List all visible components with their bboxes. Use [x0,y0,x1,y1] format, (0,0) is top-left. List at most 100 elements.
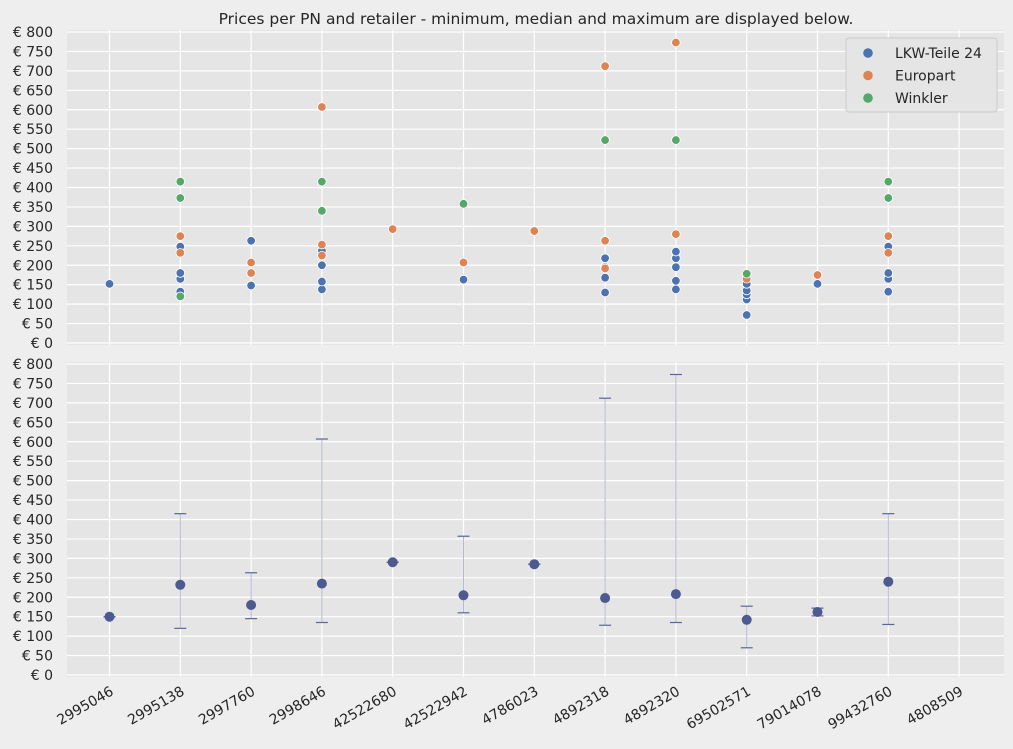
top-y-tick-label: € 250 [13,239,53,255]
median-point [316,578,327,589]
top-y-tick-label: € 50 [22,317,53,333]
x-tick-label: 99432760 [826,684,896,733]
legend-marker [863,70,873,81]
data-point [175,248,186,258]
bottom-y-tick-label: € 0 [31,668,53,684]
median-point [246,600,257,611]
top-y-tick-label: € 100 [13,297,53,313]
data-point [812,270,823,280]
data-point [671,135,681,145]
top-y-tick-label: € 0 [31,336,53,352]
legend: LKW-Teile 24 Europart Winkler [845,37,998,113]
bottom-y-tick-label: € 400 [13,513,53,529]
data-point [317,284,327,295]
top-y-tick-label: € 300 [13,219,53,235]
x-tick-label: 2995138 [125,684,187,729]
data-point [883,193,894,203]
bottom-y-tick-label: € 200 [13,590,53,606]
data-point [317,276,327,287]
bottom-y-tick-label: € 450 [13,493,53,509]
median-point [175,579,186,590]
data-point [671,276,681,286]
data-point [175,268,186,278]
bottom-y-tick-label: € 700 [13,396,53,412]
data-point [317,206,327,216]
data-point [317,176,327,187]
top-y-tick-label: € 750 [13,44,53,60]
data-point [317,239,327,250]
top-y-tick-label: € 450 [13,161,53,177]
top-y-tick-label: € 500 [13,142,53,158]
median-point [741,614,752,625]
data-point [175,291,186,302]
median-point [670,589,681,600]
data-point [529,226,540,236]
bottom-y-tick-label: € 650 [13,415,53,431]
errorbar-panel: € 0 € 50 € 100 € 150 € 200 € 250 € 300 € 350 € 4… [13,357,1004,684]
top-y-tick-label: € 800 [13,25,53,41]
data-point [458,199,469,209]
data-point [246,257,256,268]
x-tick-label: 2997760 [196,684,258,729]
x-tick-label: 2998646 [267,684,329,729]
bottom-y-tick-label: € 100 [13,629,53,645]
top-y-tick-label: € 700 [13,64,53,80]
bottom-y-tick-label: € 800 [13,357,53,373]
median-point [600,593,611,604]
data-point [883,176,894,187]
data-point [246,280,256,291]
legend-label: Winkler [895,91,948,107]
bottom-y-tick-label: € 500 [13,474,53,490]
data-point [175,193,186,203]
data-point [600,253,610,263]
data-point [246,236,256,246]
data-point [317,260,327,270]
top-y-tick-label: € 200 [13,258,53,274]
median-point [812,607,823,618]
median-point [529,559,540,570]
x-tick-label: 69502571 [684,684,754,733]
data-point [458,274,469,285]
data-point [104,279,115,289]
x-tick-label: 4808509 [904,684,966,729]
data-point [671,37,681,48]
legend-marker [863,93,873,103]
bottom-y-tick-label: € 300 [13,551,53,567]
data-point [812,279,823,289]
legend-box [845,37,998,113]
median-point [883,576,894,587]
chart-title: Prices per PN and retailer - minimum, me… [219,10,854,28]
legend-marker [863,48,873,58]
x-tick-label: 79014078 [755,684,825,733]
top-y-tick-label: € 600 [13,103,53,119]
data-point [600,135,610,145]
data-point [317,250,327,261]
data-point [388,224,398,234]
median-point [458,590,469,601]
data-point [742,269,752,279]
data-point [317,102,327,112]
data-point [671,246,681,257]
x-tick-label: 42522680 [330,684,400,733]
data-point [600,287,610,298]
median-point [104,611,115,622]
bottom-y-tick-label: € 250 [13,571,53,587]
x-tick-label: 42522942 [401,684,471,733]
data-point [671,229,681,239]
top-y-tick-label: € 650 [13,83,53,99]
top-y-tick-label: € 550 [13,122,53,138]
data-point [671,284,681,295]
data-point [883,268,894,278]
top-y-tick-label: € 400 [13,181,53,197]
data-point [458,257,469,268]
data-point [600,272,610,283]
data-point [742,310,752,320]
data-point [175,176,186,187]
bottom-y-tick-label: € 350 [13,532,53,548]
legend-label: LKW-Teile 24 [895,46,982,62]
legend-label: Europart [895,69,956,85]
data-point [883,248,894,258]
data-point [671,262,681,272]
data-point [600,61,610,71]
data-point [883,231,894,241]
